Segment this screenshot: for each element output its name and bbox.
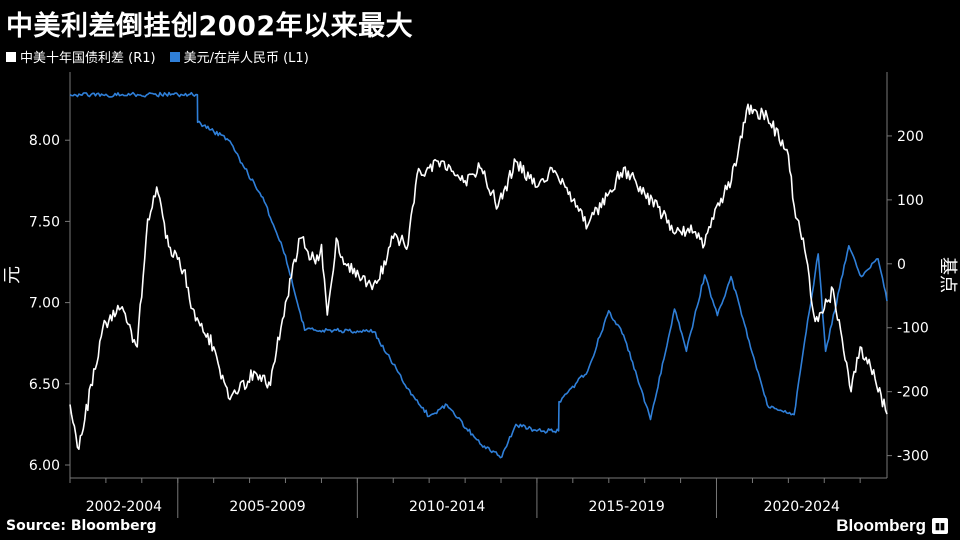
right-tick-label: 200: [897, 129, 924, 145]
right-tick-label: -200: [897, 385, 929, 401]
x-tick-label: 2020-2024: [764, 499, 840, 515]
left-tick-label: 7.00: [29, 296, 60, 312]
right-tick-label: 0: [897, 257, 906, 273]
x-tick-label: 2010-2014: [409, 499, 485, 515]
bloomberg-wordmark: Bloomberg: [836, 516, 926, 535]
source-note: Source: Bloomberg: [6, 518, 157, 534]
legend-swatch-spread: [6, 51, 16, 62]
legend-label-usdcny: 美元/在岸人民币 (L1): [183, 51, 309, 66]
bloomberg-mark-icon: ▮▮: [932, 518, 948, 534]
series-spread-line: [69, 103, 888, 450]
left-tick-label: 8.00: [29, 133, 60, 149]
left-tick-label: 6.00: [29, 458, 60, 474]
legend-label-spread: 中美十年国债利差 (R1): [20, 51, 156, 66]
right-axis-label: 基点: [937, 257, 958, 293]
legend-item-usdcny: 美元/在岸人民币 (L1): [169, 47, 309, 66]
right-tick-label: -300: [897, 449, 929, 465]
right-tick-label: -100: [897, 321, 929, 337]
x-tick-label: 2005-2009: [229, 499, 305, 515]
right-tick-label: 100: [897, 193, 924, 209]
x-tick-label: 2015-2019: [589, 499, 665, 515]
left-axis-label: 元: [2, 266, 23, 284]
bloomberg-logo: Bloomberg ▮▮: [836, 516, 948, 536]
series-usdcny-line: [69, 91, 888, 459]
left-tick-label: 7.50: [29, 214, 60, 230]
left-tick-label: 6.50: [29, 377, 60, 393]
legend: 中美十年国债利差 (R1) 美元/在岸人民币 (L1): [6, 47, 309, 66]
legend-item-spread: 中美十年国债利差 (R1): [6, 47, 156, 66]
legend-swatch-usdcny: [169, 51, 180, 62]
chart-title: 中美利差倒挂创2002年以来最大: [6, 11, 414, 42]
x-tick-label: 2002-2004: [86, 499, 162, 515]
